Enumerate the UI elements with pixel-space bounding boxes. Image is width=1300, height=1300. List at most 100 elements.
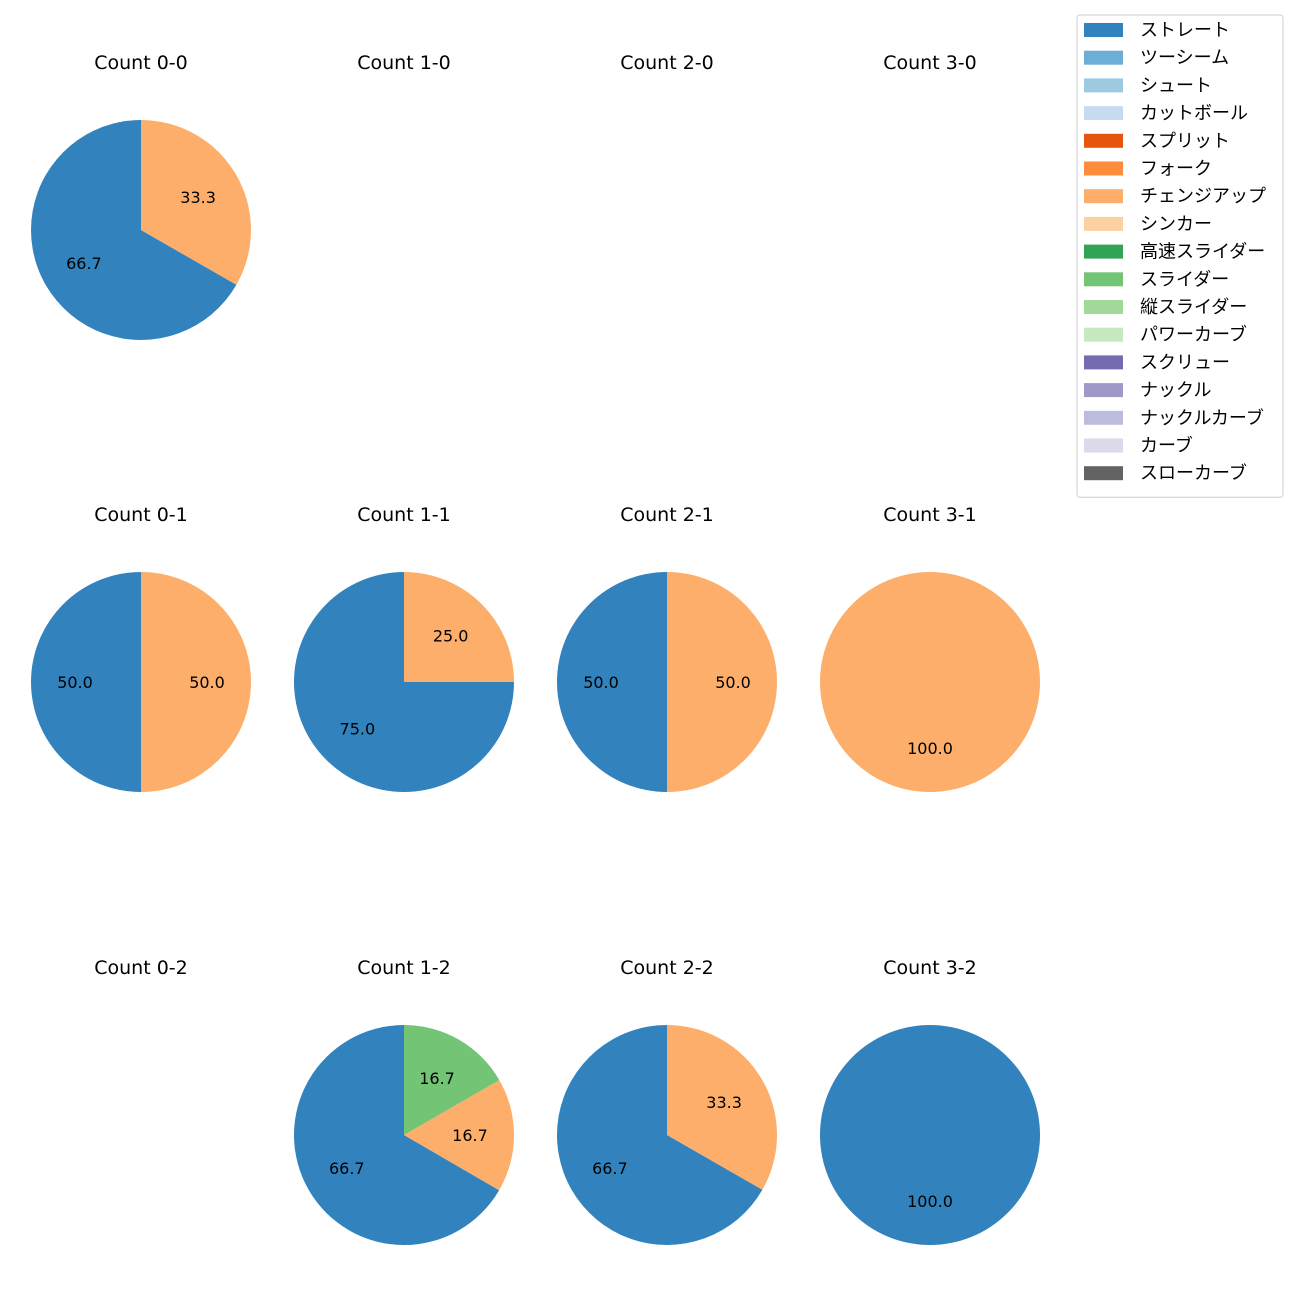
legend-item: スライダー [1084,269,1229,290]
panel-title: Count 0-2 [94,957,188,979]
legend-item: シンカー [1084,214,1212,235]
pie-panel: Count 2-1 50.0 50.0 [557,504,777,792]
legend-label: ナックル [1140,380,1211,401]
slice-label: 50.0 [57,673,93,692]
pie-panel: Count 2-0 [620,52,714,74]
panel-title: Count 3-2 [883,957,977,979]
legend-label: ナックルカーブ [1140,407,1264,429]
pie-slice [556,1025,763,1246]
legend-label: スローカーブ [1140,462,1247,484]
slice-label: 50.0 [189,673,225,692]
legend-label: スライダー [1140,269,1229,290]
pie-panel: Count 0-0 66.7 33.3 [30,52,251,340]
pie-panel: Count 2-2 66.7 33.3 [556,957,777,1246]
legend-swatch [1084,106,1123,121]
legend-swatch [1084,410,1123,425]
pie-slice [404,1080,514,1191]
panel-title: Count 3-1 [883,504,977,526]
legend-item: ナックルカーブ [1084,407,1264,429]
legend-swatch [1084,300,1123,314]
legend-label: スプリット [1140,131,1230,152]
legend-swatch [1084,78,1123,93]
legend-swatch [1084,50,1123,65]
slice-label: 66.7 [329,1159,365,1178]
legend-swatch [1084,327,1123,342]
legend-swatch [1084,438,1123,453]
slice-label: 50.0 [583,673,619,692]
pie-panel: Count 0-2 [94,957,188,979]
legend-swatch [1084,189,1123,204]
pie-slice [557,572,667,792]
legend-item: ストレート [1084,20,1230,41]
pie-panel: Count 1-1 75.0 25.0 [294,504,514,792]
legend-item: 縦スライダー [1084,297,1247,318]
pie-slice [820,1025,1040,1245]
pie-slice [404,1025,500,1135]
slice-label: 66.7 [66,254,102,273]
legend-swatch [1084,216,1123,231]
pie-slice [667,572,777,792]
legend-label: ストレート [1140,20,1230,41]
slice-label: 50.0 [715,673,751,692]
slice-label: 100.0 [907,1192,953,1211]
legend-item: 高速スライダー [1084,242,1265,263]
panel-title: Count 1-0 [357,52,451,74]
legend-swatch [1084,161,1123,176]
legend-label: カットボール [1140,103,1248,124]
slice-label: 100.0 [907,739,953,758]
pie-panel: Count 1-2 66.7 16.7 16.7 [294,957,514,1245]
legend: ストレートツーシームシュートカットボールスプリットフォークチェンジアップシンカー… [1076,14,1284,498]
pie-slice [820,572,1040,792]
legend-item: スクリュー [1084,352,1230,373]
panel-title: Count 2-2 [620,957,714,979]
legend-item: ナックル [1084,380,1211,401]
slice-label: 66.7 [592,1159,628,1178]
panel-title: Count 2-0 [620,52,714,74]
panel-title: Count 3-0 [883,52,977,74]
legend-item: カットボール [1084,103,1248,124]
panel-title: Count 0-0 [94,52,188,74]
legend-label: フォーク [1140,159,1212,180]
legend-label: カーブ [1140,435,1193,457]
legend-item: パワーカーブ [1084,324,1247,346]
panel-title: Count 0-1 [94,504,188,526]
legend-swatch [1084,244,1123,259]
legend-item: スプリット [1084,131,1230,152]
pie-slice [141,120,251,285]
legend-item: カーブ [1084,435,1193,457]
legend-item: シュート [1084,75,1212,96]
legend-swatch [1084,133,1123,148]
slice-label: 25.0 [433,626,469,645]
legend-label: パワーカーブ [1140,324,1247,346]
legend-label: 縦スライダー [1140,297,1247,318]
legend-item: ツーシーム [1084,48,1229,69]
legend-label: 高速スライダー [1140,242,1265,263]
pie-slice [404,572,514,682]
pie-panel: Count 3-0 [883,52,977,74]
pie-slice [30,120,237,340]
slice-label: 16.7 [419,1069,455,1088]
legend-label: シンカー [1140,214,1212,235]
pie-panel: Count 1-0 [357,52,451,74]
legend-label: スクリュー [1140,352,1230,373]
legend-swatch [1084,383,1123,398]
legend-swatch [1084,272,1123,287]
slice-label: 33.3 [180,188,216,207]
legend-swatch [1084,355,1123,370]
pie-panel: Count 0-1 50.0 50.0 [31,504,251,792]
legend-swatch [1084,466,1123,481]
legend-label: チェンジアップ [1140,186,1266,207]
legend-item: チェンジアップ [1084,186,1266,207]
legend-item: フォーク [1084,159,1212,180]
legend-frame [1076,14,1284,498]
pie-slice [667,1025,777,1190]
legend-item: スローカーブ [1084,462,1247,484]
slice-label: 16.7 [452,1126,488,1145]
panel-title: Count 1-1 [357,504,451,526]
legend-label: シュート [1140,75,1212,96]
pie-slice [141,572,251,792]
pie-slice [31,572,141,792]
pie-panel: Count 3-1 100.0 [820,504,1040,792]
legend-label: ツーシーム [1140,48,1229,69]
